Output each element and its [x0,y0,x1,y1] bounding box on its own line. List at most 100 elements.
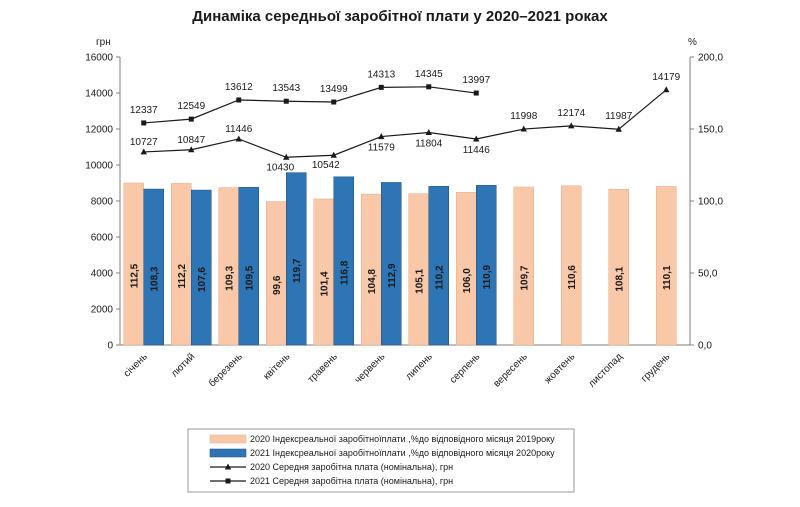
line-2020-value-label: 11998 [510,111,538,122]
right-tick-label: 150,0 [698,125,723,136]
marker-2020 [663,86,670,93]
line-2020-value-label: 11987 [605,111,633,122]
category-label: лютий [169,351,197,379]
bar-2020-label: 105,1 [414,268,425,293]
marker-2021 [473,90,479,96]
marker-2020 [140,148,147,155]
bar-2020 [656,186,677,346]
line-2020-value-label: 10847 [177,135,205,146]
left-tick-label: 10000 [85,161,113,172]
right-axis-unit: % [688,37,697,48]
line-2021-value-label: 14313 [367,69,395,80]
legend-2021-salary-text: 2021 Середня заробітна плата (номінальна… [250,476,453,486]
left-axis-unit: грн [96,37,111,48]
marker-2020 [473,135,480,142]
bar-2020-label: 109,3 [224,265,235,290]
legend-2021-index-text: 2021 Індексреальної заробітноїплати ,%до… [250,448,555,458]
bar-2021 [191,189,212,346]
bar-2021 [143,188,164,346]
chart-title: Динаміка середньої заробітної плати у 20… [192,8,608,25]
marker-2020 [615,125,622,132]
marker-2020 [188,146,195,153]
legend-2020-salary-text: 2020 Середня заробітна плата (номінальна… [250,462,453,472]
line-2021-value-label: 13543 [272,83,300,94]
bar-2021 [428,186,449,346]
line-2020-value-label: 14179 [652,72,680,83]
bar-2020 [561,185,582,346]
bar-2021-label: 116,8 [339,260,350,285]
left-tick-label: 2000 [91,305,114,316]
bar-2021 [333,176,354,346]
right-tick-label: 200,0 [698,53,723,64]
category-label: грудень [639,351,672,384]
bar-2021-label: 112,9 [387,263,398,288]
marker-2020 [283,153,290,160]
bar-2021-label: 107,6 [197,267,208,292]
marker-2021 [141,120,147,126]
bar-2021 [381,182,402,346]
bar-2020-label: 112,2 [177,264,188,289]
marker-2021 [236,97,242,103]
line-2020-value-label: 11579 [368,143,396,154]
category-label: березень [206,351,245,390]
line-2020-value-label: 11446 [225,124,253,135]
right-tick-label: 0,0 [698,341,712,352]
left-tick-label: 0 [107,341,113,352]
bar-2021 [476,185,497,346]
bar-2021-label: 109,5 [244,265,255,290]
category-label: вересень [492,351,530,389]
legend-2020-index-text: 2020 Індексреальної заробітноїплати ,%до… [250,434,555,444]
line-2020-value-label: 10430 [266,162,294,173]
bar-2021 [286,172,307,346]
category-label: червень [353,351,388,386]
category-label: січень [122,351,150,379]
marker-2020 [330,151,337,158]
marker-2020 [425,129,432,136]
bar-2020-label: 106,0 [462,268,473,293]
left-tick-label: 16000 [85,53,113,64]
marker-2020 [378,133,385,140]
bar-2020-label: 104,8 [367,269,378,294]
category-label: липень [404,351,435,382]
legend-2020-salary-marker [224,463,232,470]
bar-2020 [513,186,534,346]
bar-2021 [238,187,259,346]
line-2021-value-label: 13612 [225,82,253,93]
category-label: квітень [261,351,292,382]
line-2020 [143,89,667,158]
left-tick-label: 6000 [91,233,114,244]
line-2021-value-label: 12549 [177,101,205,112]
left-tick-label: 8000 [91,197,114,208]
line-2021-value-label: 13499 [320,84,348,95]
lines [140,84,670,160]
line-2021-value-label: 14345 [415,69,443,80]
bars [123,172,677,346]
bar-2020-label: 101,4 [319,271,330,296]
chart-frame: 0 2000 4000 6000 8000 10000 12000 14000 16000 0,0… [85,37,723,352]
bar-2020-label: 108,1 [614,266,625,291]
legend-2021-salary-marker [225,478,231,484]
line-2020-value-label: 12174 [557,108,585,119]
category-label: травень [306,351,340,385]
marker-2021 [426,84,432,90]
left-tick-label: 4000 [91,269,114,280]
marker-2021 [188,116,194,122]
line-2021-value-label: 13997 [462,75,490,86]
category-label: жовтень [543,351,578,386]
line-2020-value-label: 10727 [130,137,158,148]
bar-2020 [608,189,629,346]
bar-2021-label: 108,3 [149,266,160,291]
marker-2021 [378,84,384,90]
marker-2020 [235,135,242,142]
line-2021 [143,86,477,124]
bar-2020-label: 99,6 [272,275,283,295]
legend-2021-index-swatch [209,448,247,458]
right-tick-label: 50,0 [698,269,718,280]
marker-2020 [568,122,575,129]
legend: 2020 Індексреальної заробітноїплати ,%до… [187,428,575,493]
category-label: серпень [448,351,483,386]
bar-2021-label: 119,7 [292,258,303,283]
bar-2021-label: 110,9 [482,264,493,289]
line-2020-value-label: 10542 [312,160,340,171]
line-2021-value-label: 12337 [130,105,158,116]
